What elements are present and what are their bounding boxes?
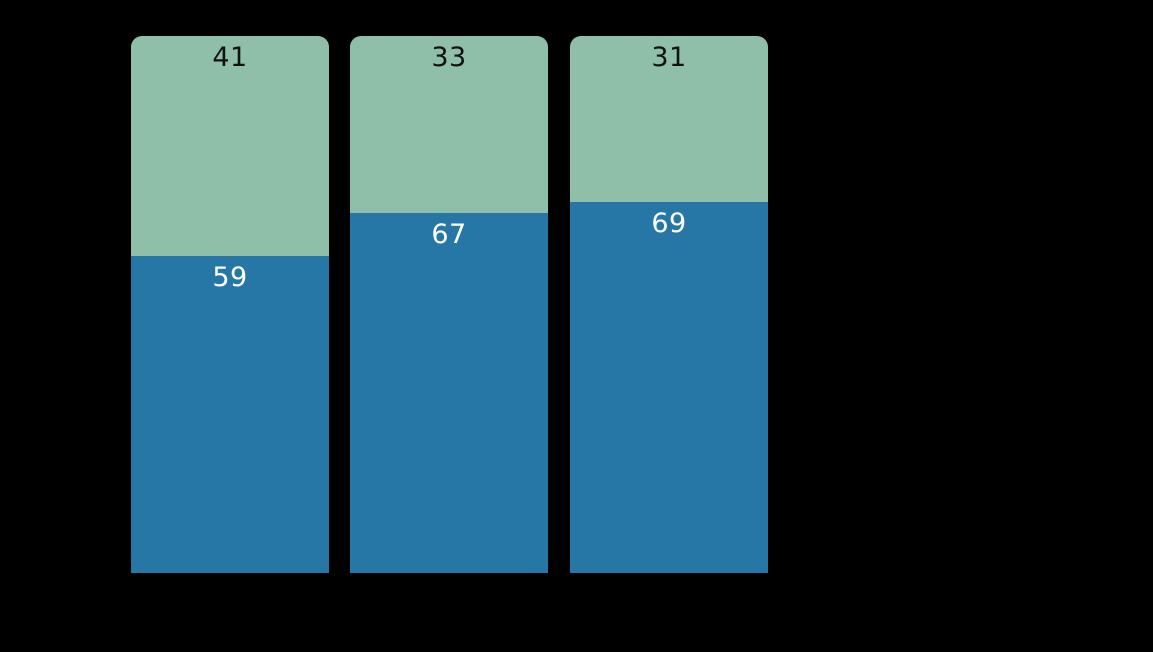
- segment-value-label: 31: [651, 42, 687, 73]
- segment-value-label: 59: [212, 262, 248, 294]
- segment-green: 41: [131, 36, 329, 257]
- segment-value-label: 33: [431, 42, 467, 73]
- segment-blue: 69: [570, 202, 768, 573]
- segment-green: 33: [350, 36, 548, 214]
- segment-green: 31: [570, 36, 768, 203]
- segment-value-label: 67: [431, 219, 467, 251]
- bar: 33 67: [350, 36, 548, 573]
- segment-value-label: 41: [212, 42, 248, 73]
- segment-value-label: 69: [651, 208, 687, 240]
- bar: 41 59: [131, 36, 329, 573]
- segment-blue: 67: [350, 213, 548, 573]
- segment-blue: 59: [131, 256, 329, 573]
- bar: 31 69: [570, 36, 768, 573]
